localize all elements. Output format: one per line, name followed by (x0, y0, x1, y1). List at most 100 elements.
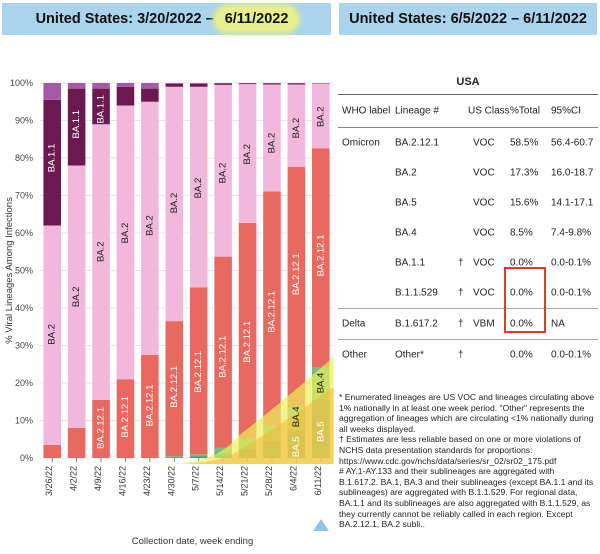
cell-pct: 17.3% (510, 167, 539, 179)
bar-segment (141, 101, 159, 355)
table-row: BA.5 VOC 15.6% 14.1-17.1 (338, 188, 598, 218)
y-tick-label: 50% (15, 266, 33, 276)
cell-pct: 58.5% (510, 137, 539, 149)
bar-segment (214, 256, 232, 448)
bar-segment-label: BA.2 (71, 286, 82, 307)
cell-lineage: B.1.1.529 (395, 287, 438, 299)
col-ci: 95%CI (551, 105, 582, 117)
cell-pct: 0.0% (510, 257, 533, 269)
chart-header: United States: 3/20/2022 – 6/11/2022 (2, 3, 331, 35)
x-tick-label: 5/28/22 (264, 466, 274, 496)
bar-segment (312, 148, 330, 368)
cell-who: Other (342, 349, 368, 361)
cell-lineage: BA.2.12.1 (395, 137, 439, 149)
x-tick-label: 4/9/22 (93, 466, 103, 491)
bar-segment-label: BA.2 (144, 215, 155, 236)
cell-who: Omicron (342, 137, 380, 149)
cell-ci: 0.0-0.1% (551, 257, 592, 269)
cell-ci: 7.4-9.8% (551, 227, 592, 239)
emerging-variant-highlight (157, 356, 334, 465)
cell-class: VOC (473, 167, 495, 179)
cell-lineage: Other* (395, 349, 424, 361)
bar-segment (263, 83, 281, 85)
cell-pct: 0.0% (510, 349, 533, 361)
cell-pct: 15.6% (510, 197, 539, 209)
bar-segment (141, 354, 159, 458)
footnote-star: * Enumerated lineages are US VOC and lin… (339, 392, 595, 434)
cell-lineage: B.1.617.2 (395, 318, 438, 330)
scroll-up-arrow-icon[interactable] (313, 519, 329, 531)
bar-segment (189, 456, 208, 458)
x-tick-label: 4/23/22 (142, 466, 152, 496)
cell-lineage: BA.4 (395, 227, 417, 239)
bar-segment-label: BA.2.12.1 (218, 336, 229, 378)
cell-class: VOC (473, 287, 495, 299)
table-row: BA.2 VOC 17.3% 16.0-18.7 (338, 158, 598, 188)
table-header-row: WHO label Lineage # US Class %Total 95%C… (338, 95, 598, 128)
y-axis-title: % Viral Lineages Among Infections (4, 197, 15, 344)
bar-segment-label: BA.2.12.1 (144, 385, 155, 427)
bar-segment (43, 444, 61, 458)
bar-segment (165, 83, 184, 87)
footnote-dagger: † Estimates are less reliable based on o… (339, 434, 581, 466)
bar-segment (312, 83, 330, 149)
table-row: B.1.1.529 † VOC 0.0% 0.0-0.1% (338, 278, 598, 309)
bar-segment (165, 86, 184, 322)
highlight-glow (157, 386, 334, 465)
cell-dagger: † (458, 318, 464, 330)
bar-segment (141, 83, 159, 89)
bar-segment (287, 167, 306, 407)
bar-segment-label: BA.1.1 (47, 144, 58, 173)
y-tick-label: 0% (20, 453, 33, 463)
bar-segment-label: BA.2 (242, 144, 253, 165)
col-class: US Class (468, 105, 510, 117)
bar-segment (43, 83, 61, 100)
table-row: BA.1.1 † VOC 0.0% 0.0-0.1% (338, 248, 598, 278)
cell-pct: 8.5% (510, 227, 533, 239)
cell-class: VOC (473, 257, 495, 269)
bar-segment (116, 83, 135, 87)
y-tick-label: 100% (10, 78, 33, 88)
bar-segment (43, 99, 61, 226)
bar-segment (287, 84, 306, 167)
bar-segment (92, 399, 110, 458)
bar-segment-label: BA.2.12.1 (120, 396, 131, 438)
footnotes: * Enumerated lineages are US VOC and lin… (339, 392, 595, 530)
cell-ci: 0.0-0.1% (551, 349, 592, 361)
bar-segment (43, 225, 61, 445)
cell-ci: 16.0-18.7 (551, 167, 594, 179)
chart-header-prefix: United States: 3/20/2022 – (35, 11, 214, 27)
bar-segment-label: BA.2.12.1 (266, 291, 277, 333)
x-tick-label: 4/30/22 (166, 466, 176, 496)
y-tick-label: 10% (15, 416, 33, 426)
bar-segment-label: BA.2 (291, 118, 302, 139)
bar-segment-label: BA.2.12.1 (193, 351, 204, 393)
highlight-box (504, 267, 546, 333)
bar-segment (214, 83, 232, 85)
x-tick-label: 3/26/22 (44, 466, 54, 496)
y-tick-label: 20% (15, 378, 33, 388)
bar-segment (238, 84, 257, 223)
bar-segment-label: BA.2 (218, 163, 229, 184)
bar-segment-label: BA.2.12.1 (315, 235, 326, 277)
bar-segment (238, 83, 257, 85)
cell-dagger: † (458, 349, 464, 361)
bar-segment-label: BA.2 (120, 223, 131, 244)
bar-segment-label: BA.5 (315, 421, 326, 442)
bar-segment-label: BA.1.1 (71, 110, 82, 139)
table-row: Omicron BA.2.12.1 VOC 58.5% 56.4-60.7 (338, 128, 598, 158)
bar-segment (141, 88, 159, 102)
bar-segment (67, 428, 86, 458)
bar-segment-label: BA.5 (291, 436, 302, 457)
bar-segment-label: BA.1.1 (96, 95, 107, 124)
bar-segment (67, 83, 86, 89)
cell-class: VOC (473, 227, 495, 239)
cell-ci: NA (551, 318, 565, 330)
bar-segment (92, 83, 110, 89)
cell-lineage: BA.1.1 (395, 257, 426, 269)
bar-segment (165, 83, 184, 84)
col-lineage: Lineage # (395, 105, 439, 117)
bar-segment-label: BA.4 (315, 373, 326, 394)
cell-ci: 0.0-0.1% (551, 287, 592, 299)
bar-segment (263, 84, 281, 192)
